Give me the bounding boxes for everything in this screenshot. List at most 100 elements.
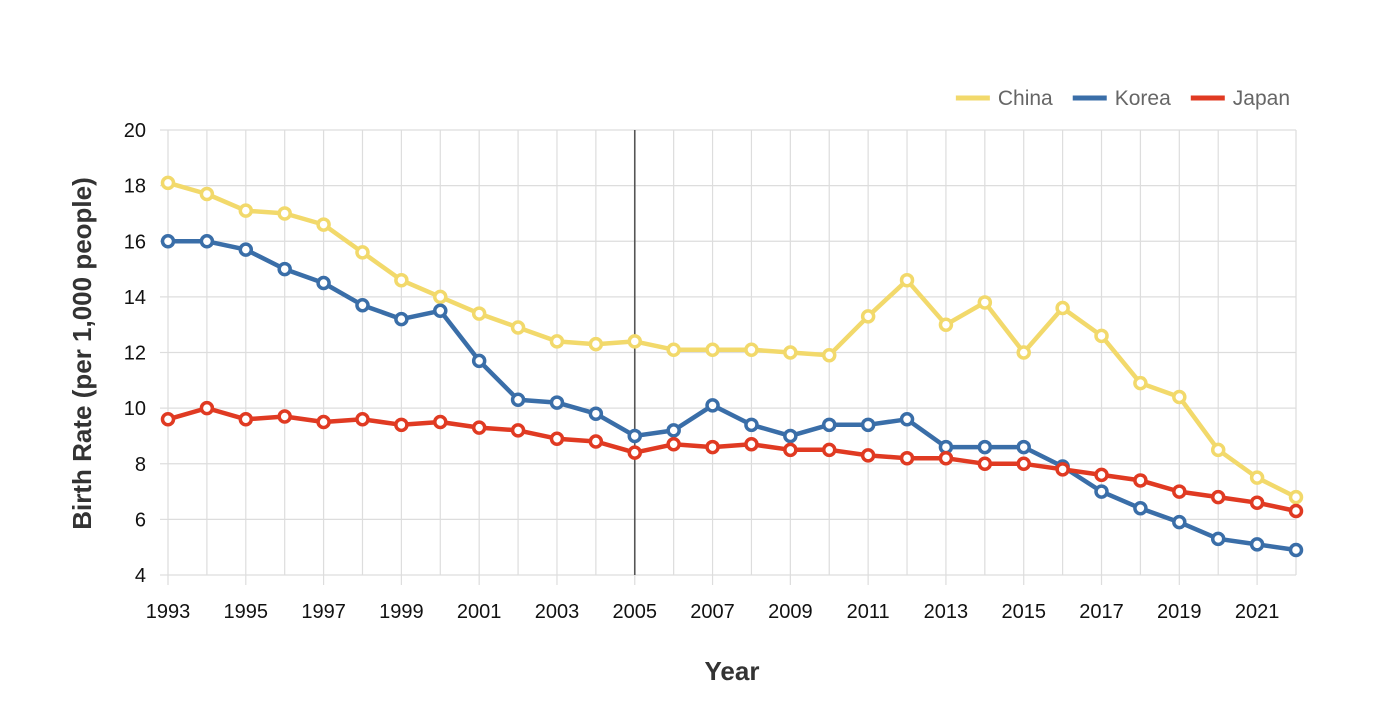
x-tick-label: 2005 xyxy=(613,601,658,623)
x-tick-label: 2001 xyxy=(457,601,502,623)
data-point-japan[interactable] xyxy=(549,431,565,446)
data-point-japan[interactable] xyxy=(1133,473,1148,488)
data-point-japan[interactable] xyxy=(938,450,954,466)
data-point-korea[interactable] xyxy=(433,303,448,319)
data-point-china[interactable] xyxy=(1094,328,1109,344)
series-japan xyxy=(160,400,1304,519)
data-point-korea[interactable] xyxy=(860,417,876,433)
data-point-japan[interactable] xyxy=(394,417,409,433)
data-point-japan[interactable] xyxy=(627,445,643,460)
data-point-japan[interactable] xyxy=(744,437,759,452)
data-point-china[interactable] xyxy=(277,206,292,221)
legend-label-china: China xyxy=(998,87,1053,110)
data-point-japan[interactable] xyxy=(510,423,526,438)
data-point-korea[interactable] xyxy=(821,417,837,433)
data-point-korea[interactable] xyxy=(666,423,681,438)
data-point-korea[interactable] xyxy=(1094,484,1109,499)
data-point-korea[interactable] xyxy=(549,395,565,410)
data-point-china[interactable] xyxy=(510,320,526,335)
data-point-china[interactable] xyxy=(1172,389,1187,405)
data-point-china[interactable] xyxy=(1016,345,1031,360)
x-tick-label: 1995 xyxy=(224,601,269,623)
data-point-korea[interactable] xyxy=(705,398,720,413)
data-point-japan[interactable] xyxy=(1249,495,1265,510)
data-point-japan[interactable] xyxy=(160,412,176,427)
data-point-china[interactable] xyxy=(199,186,215,202)
data-point-china[interactable] xyxy=(355,245,370,260)
data-point-japan[interactable] xyxy=(355,412,370,427)
data-point-china[interactable] xyxy=(705,342,720,357)
data-point-china[interactable] xyxy=(433,289,448,305)
data-point-japan[interactable] xyxy=(821,442,837,458)
data-point-japan[interactable] xyxy=(471,420,487,435)
y-axis-title: Birth Rate (per 1,000 people) xyxy=(67,177,97,530)
data-point-japan[interactable] xyxy=(316,414,331,430)
legend-label-japan: Japan xyxy=(1233,87,1290,110)
data-point-korea[interactable] xyxy=(1016,439,1031,455)
data-point-korea[interactable] xyxy=(783,428,798,444)
data-point-korea[interactable] xyxy=(1133,501,1148,516)
data-point-korea[interactable] xyxy=(160,234,176,249)
data-point-japan[interactable] xyxy=(588,434,604,449)
data-point-china[interactable] xyxy=(549,334,565,349)
data-point-japan[interactable] xyxy=(1094,467,1109,483)
data-point-japan[interactable] xyxy=(238,412,254,427)
data-point-japan[interactable] xyxy=(277,409,292,424)
data-point-korea[interactable] xyxy=(977,439,993,455)
y-tick-label: 8 xyxy=(135,454,146,476)
data-point-china[interactable] xyxy=(1055,300,1070,316)
data-point-japan[interactable] xyxy=(977,456,993,471)
data-point-japan[interactable] xyxy=(899,450,915,466)
data-point-china[interactable] xyxy=(666,342,681,357)
data-point-china[interactable] xyxy=(860,309,876,324)
data-point-china[interactable] xyxy=(744,342,759,357)
data-point-korea[interactable] xyxy=(744,417,759,433)
data-point-china[interactable] xyxy=(783,345,798,360)
data-point-china[interactable] xyxy=(471,306,487,321)
data-point-korea[interactable] xyxy=(899,412,915,427)
data-point-china[interactable] xyxy=(588,336,604,352)
data-point-china[interactable] xyxy=(394,272,409,288)
data-point-korea[interactable] xyxy=(355,297,370,313)
data-point-japan[interactable] xyxy=(433,414,448,430)
data-point-china[interactable] xyxy=(821,348,837,363)
data-point-china[interactable] xyxy=(627,334,643,349)
data-point-korea[interactable] xyxy=(394,311,409,327)
y-tick-label: 4 xyxy=(135,565,146,587)
data-point-china[interactable] xyxy=(1210,442,1226,458)
data-point-korea[interactable] xyxy=(471,353,487,369)
data-point-china[interactable] xyxy=(1133,375,1148,391)
data-point-korea[interactable] xyxy=(277,261,292,277)
data-point-korea[interactable] xyxy=(199,234,215,249)
data-point-china[interactable] xyxy=(1288,489,1304,505)
data-point-japan[interactable] xyxy=(860,448,876,463)
data-point-korea[interactable] xyxy=(938,439,954,455)
data-point-korea[interactable] xyxy=(510,392,526,408)
data-point-china[interactable] xyxy=(1249,470,1265,485)
data-point-china[interactable] xyxy=(238,203,254,218)
data-point-japan[interactable] xyxy=(783,442,798,458)
data-point-korea[interactable] xyxy=(588,406,604,421)
data-point-korea[interactable] xyxy=(1288,542,1304,558)
data-point-japan[interactable] xyxy=(199,400,215,416)
data-point-korea[interactable] xyxy=(627,428,643,444)
data-point-china[interactable] xyxy=(977,295,993,310)
data-point-korea[interactable] xyxy=(1210,531,1226,547)
x-tick-label: 2021 xyxy=(1235,601,1280,623)
data-point-korea[interactable] xyxy=(238,242,254,257)
data-point-china[interactable] xyxy=(316,217,331,232)
data-point-japan[interactable] xyxy=(705,439,720,455)
data-point-japan[interactable] xyxy=(1055,462,1070,477)
data-point-japan[interactable] xyxy=(1016,456,1031,471)
data-point-china[interactable] xyxy=(938,317,954,332)
data-point-japan[interactable] xyxy=(1288,503,1304,519)
data-point-korea[interactable] xyxy=(1249,537,1265,552)
data-point-china[interactable] xyxy=(160,175,176,191)
data-point-korea[interactable] xyxy=(316,275,331,291)
data-point-korea[interactable] xyxy=(1172,514,1187,530)
data-point-japan[interactable] xyxy=(1210,489,1226,505)
data-point-china[interactable] xyxy=(899,272,915,288)
data-point-japan[interactable] xyxy=(1172,484,1187,499)
data-point-japan[interactable] xyxy=(666,437,681,452)
